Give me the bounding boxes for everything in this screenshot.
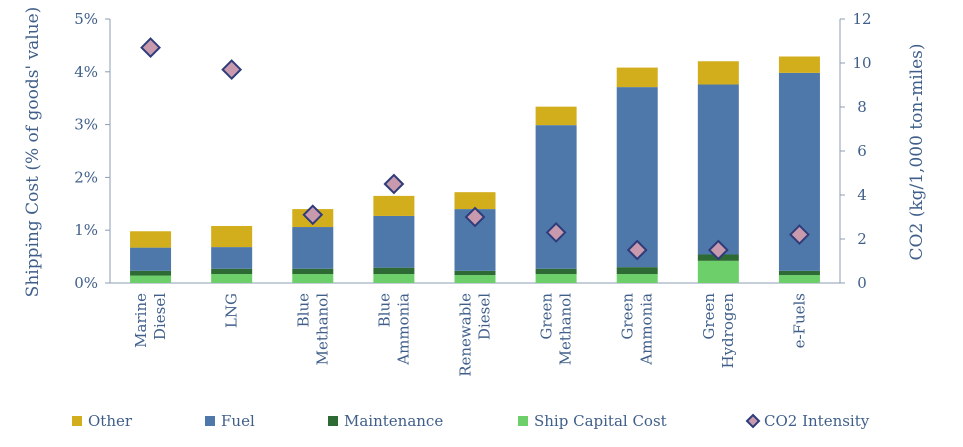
bar-ship-capital-cost [130,275,172,283]
legend-label: Ship Capital Cost [534,412,667,430]
x-tick-label-line: Marine [132,293,150,348]
co2-intensity-marker [789,224,810,246]
legend-item: Other [72,412,133,430]
legend-label: Other [88,412,133,430]
legend: Other Fuel Maintenance Ship Capital Cost CO2… [72,412,870,430]
x-tick-label-line: Methanol [557,293,575,366]
bar-fuel [373,215,415,268]
x-tick-label: Green Methanol [538,293,575,366]
x-tick-label: Blue Ammonia [375,293,412,366]
legend-swatch [205,416,215,426]
x-tick-label-line: Diesel [476,293,494,340]
y2-tick-label: 0 [857,274,867,292]
x-tick-label-line: Methanol [313,293,331,366]
bar-ship-capital-cost [454,275,496,283]
legend-item: Maintenance [328,412,443,430]
co2-intensity-marker [221,59,243,81]
bar-ship-capital-cost [211,274,253,283]
y2-tick-label: 6 [857,142,867,160]
x-tick-label: Green Ammonia [619,293,656,366]
co2-intensity-marker [140,37,161,59]
bar-fuel [697,84,739,255]
y-axis-title: Shipping Cost (% of goods' value) [23,7,43,298]
y-tick-label: 5% [74,10,98,28]
y-tick-label: 3% [74,116,98,134]
bar-fuel [616,87,658,268]
x-tick-label: Blue Methanol [294,293,331,366]
legend-marker [745,413,761,429]
legend-swatch [328,416,338,426]
y2-axis-title: CO2 (kg/1,000 ton-miles) [907,44,927,261]
bar-other [130,231,172,248]
bar-ship-capital-cost [292,274,334,283]
x-tick-label: Green Hydrogen [700,293,737,369]
y-tick-label: 2% [74,168,98,186]
x-tick-label-line: Ammonia [638,293,656,366]
y2-tick-label: 10 [852,54,871,72]
bar-other [778,56,820,73]
y2-tick-label: 4 [857,186,867,204]
co2-intensity-marker [383,173,405,195]
x-tick-label-line: Green [619,293,637,340]
x-tick-label: e-Fuels [790,293,808,348]
y2-tick-label: 12 [852,10,871,28]
bar-other [616,67,658,88]
bar-maintenance [778,270,820,276]
x-tick-label-line: LNG [223,293,241,328]
bar-other [535,106,577,126]
bar-fuel [211,247,253,269]
x-tick-label-line: Green [700,293,718,340]
legend-item: Fuel [205,412,255,430]
bar-fuel [130,247,172,271]
legend-swatch [72,416,82,426]
bar-maintenance [616,267,658,275]
legend-label: CO2 Intensity [764,412,870,430]
co2-intensity-marker [464,206,486,228]
legend-item: Ship Capital Cost [518,412,667,430]
x-tick-label-line: e-Fuels [790,293,808,348]
bar-other [211,225,253,248]
bar-other [697,61,739,85]
x-tick-label-line: Ammonia [394,293,412,366]
x-tick-label-line: Green [538,293,556,340]
bar-ship-capital-cost [373,274,415,283]
x-tick-label: Marine Diesel [132,293,169,348]
bar-maintenance [535,268,577,275]
bar-ship-capital-cost [778,275,820,283]
legend-item: CO2 Intensity [745,412,870,430]
x-tick-label: Renewable Diesel [457,293,494,377]
legend-swatch [518,416,528,426]
y-tick-label: 4% [74,63,98,81]
bar-maintenance [454,270,496,276]
y-tick-label: 0% [74,274,98,292]
bar-fuel [292,227,334,269]
co2-intensity-marker [302,204,324,226]
co2-intensity-marker [626,239,648,261]
bar-other [454,192,496,210]
y2-tick-label: 8 [857,98,867,116]
bar-ship-capital-cost [535,274,577,283]
legend-label: Fuel [221,412,255,430]
bar-fuel [535,125,577,269]
bar-maintenance [211,268,253,275]
y2-tick-label: 2 [857,230,867,248]
bar-maintenance [292,268,334,275]
bar-ship-capital-cost [616,274,658,283]
bar-maintenance [373,267,415,275]
co2-intensity-marker [707,239,729,261]
x-tick-label-line: Hydrogen [719,293,737,369]
y-tick-label: 1% [74,221,98,239]
x-tick-label: LNG [223,293,241,328]
bar-maintenance [130,270,172,276]
x-tick-label-line: Diesel [151,293,169,340]
bar-other [373,195,415,216]
x-tick-label-line: Blue [375,293,393,327]
legend-label: Maintenance [344,412,443,430]
x-tick-label-line: Renewable [457,293,475,377]
x-tick-label-line: Blue [294,293,312,327]
bar-ship-capital-cost [697,260,739,283]
co2-intensity-marker [545,221,567,243]
